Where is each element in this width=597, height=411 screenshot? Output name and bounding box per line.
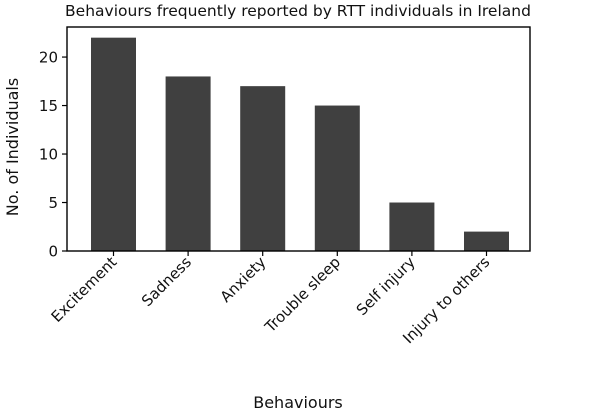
bar-5 — [464, 231, 509, 251]
y-tick-label-0: 0 — [48, 243, 58, 261]
x-tick-label-4: Self injury — [353, 253, 419, 319]
x-tick-label-0: Excitement — [48, 253, 121, 326]
x-tick-label-1: Sadness — [138, 253, 195, 310]
y-tick-label-4: 20 — [39, 49, 58, 67]
x-axis-label: Behaviours — [253, 393, 343, 411]
x-tick-label-2: Anxiety — [217, 253, 270, 306]
bar-4 — [389, 202, 435, 251]
bar-2 — [240, 86, 286, 251]
x-tick-label-3: Trouble sleep — [261, 253, 345, 337]
y-tick-label-3: 15 — [39, 97, 58, 115]
y-axis-label: No. of Individuals — [3, 78, 22, 216]
y-tick-label-2: 10 — [39, 146, 58, 164]
chart-title: Behaviours frequently reported by RTT in… — [65, 2, 531, 20]
plot-area: 0 5 10 15 20 Excitement Sadness AnxietyTrouble … — [39, 26, 531, 347]
plot-frame — [66, 26, 531, 252]
bar-3 — [314, 105, 360, 251]
bar-1 — [165, 76, 211, 251]
y-tick-label-1: 5 — [48, 194, 58, 212]
bar-0 — [91, 37, 136, 251]
